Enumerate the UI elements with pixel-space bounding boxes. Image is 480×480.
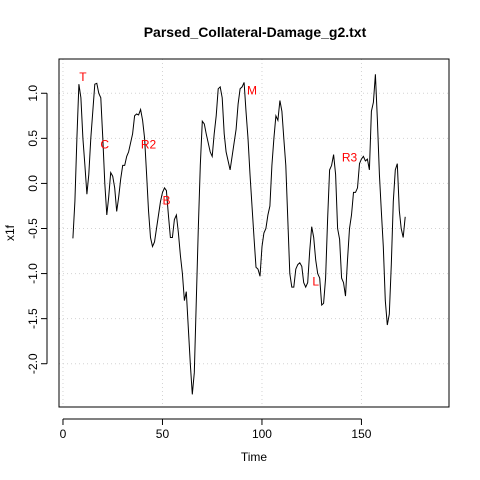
y-axis-label: x1f [3, 224, 17, 241]
series-line-0 [72, 74, 406, 395]
y-axis: -2.0 -1.5 -1.0 -0.5 0.0 0.5 1.0 [26, 85, 48, 374]
y-tick-label-3: -0.5 [26, 218, 40, 239]
y-tick-label-4: 0.0 [26, 175, 40, 192]
chart-title: Parsed_Collateral-Damage_g2.txt [144, 24, 367, 40]
x-tick-label-3: 150 [351, 427, 371, 441]
annotations-group: T C R2 B M L R3 [79, 70, 357, 289]
series-group [72, 74, 406, 395]
x-axis-label: Time [241, 450, 268, 464]
x-tick-label-1: 50 [156, 427, 170, 441]
annotation-C: C [100, 138, 109, 152]
y-tick-label-5: 0.5 [26, 130, 40, 147]
y-tick-label-0: -2.0 [26, 353, 40, 374]
annotation-L: L [312, 275, 319, 289]
x-axis: 0 50 100 150 [60, 418, 372, 441]
annotation-R2: R2 [141, 138, 157, 152]
y-tick-label-1: -1.5 [26, 308, 40, 329]
annotation-B: B [162, 194, 170, 208]
x-tick-label-0: 0 [60, 427, 67, 441]
annotation-M: M [247, 84, 257, 98]
x-tick-label-2: 100 [252, 427, 272, 441]
y-tick-label-2: -1.0 [26, 263, 40, 284]
annotation-T: T [79, 70, 87, 84]
plot-frame [58, 58, 450, 408]
y-tick-label-6: 1.0 [26, 85, 40, 102]
annotation-R3: R3 [342, 150, 358, 164]
